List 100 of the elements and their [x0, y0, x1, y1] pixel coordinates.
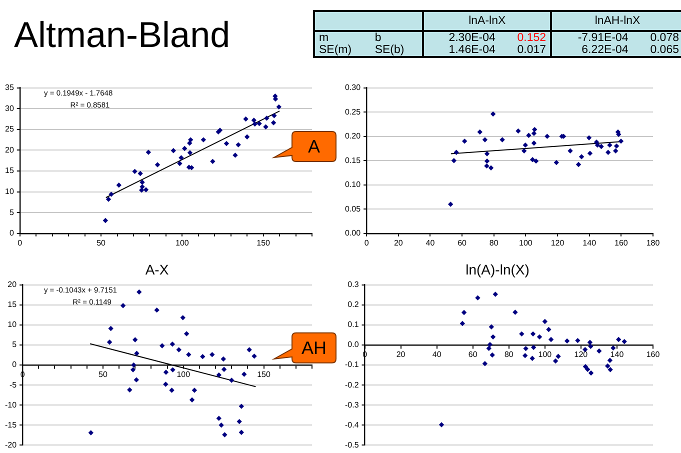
point: [530, 344, 536, 350]
point: [544, 134, 550, 139]
point: [216, 372, 222, 378]
text: SE(b): [370, 44, 424, 57]
point: [448, 202, 454, 207]
point: [180, 315, 186, 320]
point: [586, 135, 592, 140]
point: [178, 155, 184, 160]
point: [512, 310, 518, 315]
point: [531, 130, 537, 136]
point: [187, 150, 193, 156]
point: [216, 416, 222, 421]
y-tick-label: 15: [8, 300, 18, 310]
point: [170, 367, 176, 372]
point: [490, 352, 495, 358]
point: [108, 192, 114, 197]
point: [132, 337, 138, 342]
x-tick-label: 150: [257, 370, 271, 380]
chart-title: ln(A)-ln(X): [466, 261, 530, 278]
y-tick-label: -15: [5, 420, 18, 430]
x-tick-label: 40: [432, 350, 442, 359]
point: [264, 116, 270, 121]
y-tick-label: 5: [9, 208, 14, 217]
point: [575, 338, 580, 344]
y-tick-label: 35: [4, 83, 14, 92]
point: [488, 324, 494, 330]
y-tick-label: 0.1: [348, 320, 360, 330]
point: [622, 338, 627, 344]
y-tick-label: -20: [5, 440, 18, 450]
point: [210, 158, 216, 164]
point: [533, 158, 539, 164]
point: [451, 158, 457, 164]
y-tick-label: 0.05: [344, 204, 362, 214]
text: 6.22E-04: [580, 44, 630, 57]
point: [243, 116, 248, 122]
point: [163, 370, 169, 375]
point: [146, 150, 152, 155]
text: b: [370, 31, 424, 44]
point: [530, 331, 536, 337]
point: [522, 352, 528, 358]
x-tick-label: 100: [176, 370, 191, 380]
point: [438, 422, 444, 428]
point: [532, 126, 538, 132]
point: [588, 370, 594, 376]
point: [531, 140, 537, 146]
y-tick-label: 25: [4, 124, 14, 134]
x-tick-label: 120: [574, 350, 588, 359]
y-tick-label: -0.1: [344, 360, 360, 370]
y-tick-label: 20: [4, 145, 14, 154]
y-tick-label: 0: [9, 228, 14, 238]
y-tick-label: 0.2: [348, 300, 360, 310]
x-tick-label: 120: [550, 238, 565, 248]
annotation: AH: [301, 338, 327, 358]
point: [490, 111, 496, 117]
point: [187, 140, 192, 146]
point: [138, 170, 143, 176]
x-tick-label: 20: [396, 350, 406, 359]
x-tick-label: 60: [468, 350, 478, 359]
point: [618, 138, 624, 144]
x-tick-label: 0: [364, 238, 370, 248]
y-tick-label: 0: [12, 360, 18, 370]
text: 0.017: [499, 44, 552, 57]
point: [252, 121, 258, 127]
y-tick-label: -5: [9, 380, 18, 390]
point: [263, 124, 268, 130]
point: [229, 378, 234, 383]
x-tick-label: 80: [489, 238, 499, 248]
point: [177, 160, 182, 166]
point: [200, 354, 206, 360]
point: [131, 362, 136, 368]
point: [460, 320, 466, 326]
x-tick-label: 40: [426, 238, 436, 248]
point: [220, 356, 226, 362]
point: [475, 295, 480, 300]
point: [486, 346, 492, 351]
text: 0.078: [649, 31, 680, 44]
point: [108, 326, 114, 332]
point: [132, 168, 138, 174]
x-tick-label: 100: [175, 238, 190, 248]
point: [536, 334, 542, 340]
point: [542, 318, 548, 324]
point: [106, 196, 112, 202]
point: [160, 343, 165, 348]
point: [522, 142, 528, 148]
point: [136, 289, 142, 295]
point: [582, 364, 588, 370]
x-tick-label: 140: [582, 238, 597, 248]
x-tick-label: 50: [96, 238, 106, 248]
point: [270, 120, 276, 126]
point: [614, 143, 620, 149]
y-tick-label: 0.15: [344, 156, 362, 165]
y-tick-label: 0.00: [344, 228, 362, 238]
y-tick-label: 0.0: [348, 340, 360, 350]
point: [188, 137, 194, 142]
point: [606, 150, 611, 155]
point: [189, 397, 195, 402]
point: [585, 366, 590, 372]
point: [102, 218, 108, 224]
point: [210, 352, 215, 358]
x-tick-label: 80: [504, 350, 514, 359]
